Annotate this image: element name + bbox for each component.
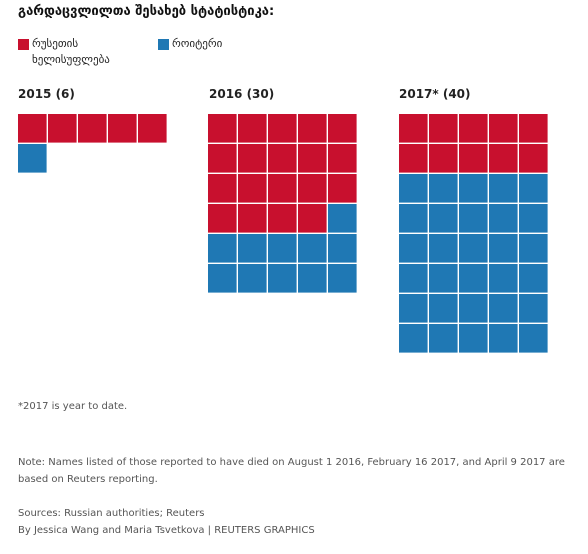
legend-swatch-red	[18, 39, 29, 50]
waffle-cell-russian-authorities-1-9	[328, 144, 357, 173]
waffle-cell-reuters-2-12	[459, 174, 488, 203]
waffle-cell-russian-authorities-1-0	[208, 114, 237, 143]
waffle-cell-russian-authorities-2-9	[519, 144, 548, 173]
waffle-cell-reuters-2-16	[429, 204, 458, 233]
waffle-cell-reuters-2-22	[459, 234, 488, 263]
waffle-cell-russian-authorities-1-18	[298, 204, 327, 233]
waffle-cell-reuters-1-23	[298, 234, 327, 263]
panel-title-2017: 2017* (40)	[399, 87, 471, 101]
legend-label: რუსეთის ხელისუფლება	[32, 37, 110, 66]
footnote-asterisk: *2017 is year to date.	[18, 401, 128, 412]
waffle-cell-russian-authorities-2-3	[489, 114, 518, 143]
legend-label: როიტერი	[172, 37, 223, 50]
waffle-cell-reuters-1-24	[328, 234, 357, 263]
waffle-cell-reuters-2-29	[519, 264, 548, 293]
waffle-cell-reuters-2-21	[429, 234, 458, 263]
panel-title-2016: 2016 (30)	[209, 87, 275, 101]
panel-title-2015: 2015 (6)	[18, 87, 75, 101]
waffle-cell-reuters-1-20	[208, 234, 237, 263]
waffle-cell-russian-authorities-1-3	[298, 114, 327, 143]
waffle-cell-reuters-0-5	[18, 144, 47, 173]
waffle-cell-reuters-2-38	[489, 324, 518, 353]
waffle-cell-reuters-2-13	[489, 174, 518, 203]
waffle-cell-russian-authorities-1-15	[208, 204, 237, 233]
waffle-cell-russian-authorities-2-2	[459, 114, 488, 143]
waffle-cell-reuters-1-27	[268, 264, 297, 293]
waffle-cell-reuters-2-20	[399, 234, 428, 263]
waffle-cell-reuters-2-14	[519, 174, 548, 203]
waffle-cell-russian-authorities-0-1	[48, 114, 77, 143]
waffle-cell-russian-authorities-1-7	[268, 144, 297, 173]
footnote-sources: Sources: Russian authorities; Reuters	[18, 508, 205, 519]
waffle-cell-reuters-2-32	[459, 294, 488, 323]
waffle-cell-russian-authorities-2-7	[459, 144, 488, 173]
chart-title: გარდაცვლილთა შესახებ სტატისტიკა:	[18, 4, 275, 19]
waffle-cell-reuters-2-31	[429, 294, 458, 323]
waffle-cell-russian-authorities-0-4	[138, 114, 167, 143]
waffle-cell-russian-authorities-1-13	[298, 174, 327, 203]
waffle-cell-russian-authorities-1-6	[238, 144, 267, 173]
waffle-cell-russian-authorities-1-1	[238, 114, 267, 143]
legend-swatch-blue	[158, 39, 169, 50]
waffle-cell-russian-authorities-2-0	[399, 114, 428, 143]
waffle-cell-reuters-2-18	[489, 204, 518, 233]
waffle-cell-reuters-2-35	[399, 324, 428, 353]
waffle-cell-reuters-2-33	[489, 294, 518, 323]
waffle-cell-reuters-2-11	[429, 174, 458, 203]
waffle-cell-russian-authorities-0-0	[18, 114, 47, 143]
waffle-cell-russian-authorities-2-4	[519, 114, 548, 143]
waffle-cell-reuters-2-37	[459, 324, 488, 353]
waffle-cell-reuters-1-28	[298, 264, 327, 293]
waffle-cell-russian-authorities-2-8	[489, 144, 518, 173]
waffle-cell-reuters-2-27	[459, 264, 488, 293]
waffle-cell-reuters-2-15	[399, 204, 428, 233]
waffle-cell-russian-authorities-2-6	[429, 144, 458, 173]
waffle-cell-reuters-1-26	[238, 264, 267, 293]
waffle-cell-russian-authorities-0-3	[108, 114, 137, 143]
waffle-cell-russian-authorities-1-2	[268, 114, 297, 143]
waffle-cell-russian-authorities-1-17	[268, 204, 297, 233]
footnote-byline: By Jessica Wang and Maria Tsvetkova | RE…	[18, 525, 315, 536]
waffle-cell-reuters-2-24	[519, 234, 548, 263]
footnote-note-line1: Note: Names listed of those reported to …	[18, 457, 565, 468]
waffle-cell-reuters-1-25	[208, 264, 237, 293]
waffle-cell-reuters-2-28	[489, 264, 518, 293]
waffle-cell-russian-authorities-1-4	[328, 114, 357, 143]
waffle-cell-reuters-2-34	[519, 294, 548, 323]
legend-item-russian-authorities: რუსეთის ხელისუფლება	[18, 36, 142, 68]
waffle-cell-russian-authorities-1-10	[208, 174, 237, 203]
waffle-cell-russian-authorities-1-5	[208, 144, 237, 173]
waffle-cell-reuters-1-19	[328, 204, 357, 233]
waffle-cell-reuters-2-19	[519, 204, 548, 233]
waffle-cell-reuters-2-23	[489, 234, 518, 263]
waffle-cell-reuters-2-26	[429, 264, 458, 293]
waffle-cell-russian-authorities-1-12	[268, 174, 297, 203]
waffle-cell-russian-authorities-1-11	[238, 174, 267, 203]
waffle-cell-reuters-2-25	[399, 264, 428, 293]
waffle-cell-russian-authorities-2-1	[429, 114, 458, 143]
footnote-note-line2: based on Reuters reporting.	[18, 474, 158, 485]
waffle-cell-russian-authorities-1-8	[298, 144, 327, 173]
waffle-cell-reuters-1-22	[268, 234, 297, 263]
legend-item-reuters: როიტერი	[158, 36, 222, 52]
waffle-cell-reuters-2-30	[399, 294, 428, 323]
waffle-cell-russian-authorities-0-2	[78, 114, 107, 143]
waffle-cell-reuters-2-36	[429, 324, 458, 353]
waffle-cell-russian-authorities-1-16	[238, 204, 267, 233]
waffle-cell-reuters-2-39	[519, 324, 548, 353]
waffle-cell-reuters-1-21	[238, 234, 267, 263]
waffle-cell-russian-authorities-2-5	[399, 144, 428, 173]
waffle-cell-russian-authorities-1-14	[328, 174, 357, 203]
waffle-cell-reuters-2-17	[459, 204, 488, 233]
waffle-cell-reuters-1-29	[328, 264, 357, 293]
waffle-cell-reuters-2-10	[399, 174, 428, 203]
